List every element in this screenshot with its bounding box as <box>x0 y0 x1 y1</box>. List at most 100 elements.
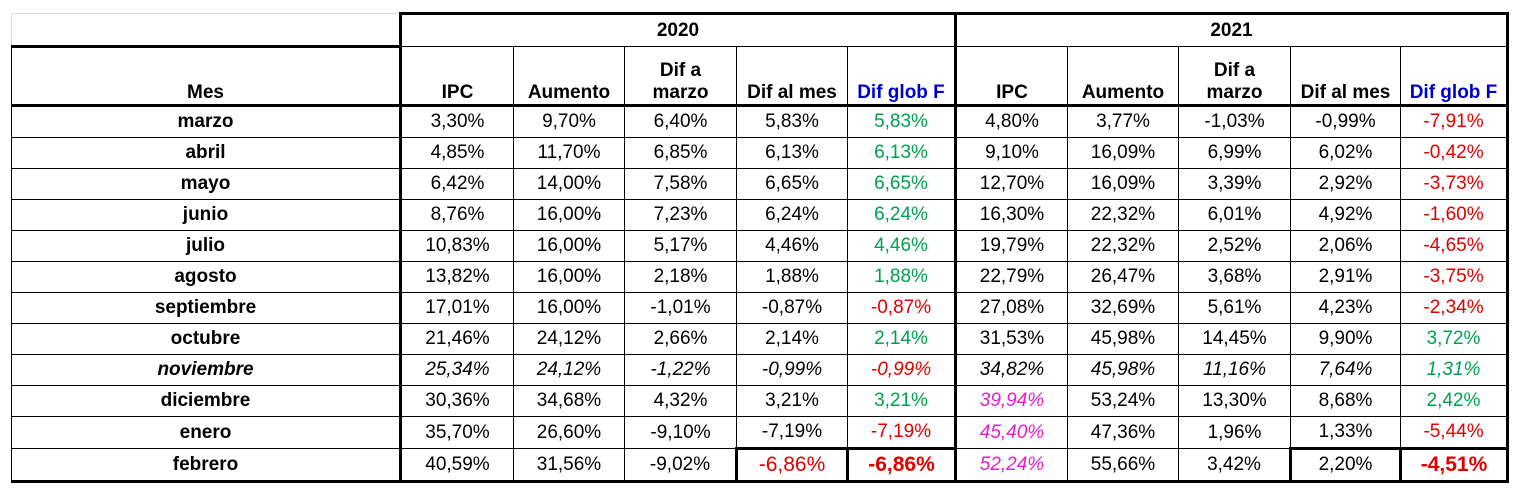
cell-2021-ipc[interactable]: 4,80% <box>954 104 1068 138</box>
cell-2020-aumento[interactable]: 9,70% <box>513 104 625 138</box>
cell-2020-dif-a-marzo[interactable]: 6,40% <box>624 104 737 138</box>
cell-2020-aumento[interactable]: 16,00% <box>513 292 625 324</box>
month-cell[interactable]: julio <box>11 230 401 262</box>
cell-2020-aumento[interactable]: 14,00% <box>513 168 625 200</box>
cell-2021-dif-glob-f[interactable]: -4,51% <box>1399 447 1509 483</box>
month-cell[interactable]: enero <box>11 416 401 449</box>
cell-2020-dif-glob-f[interactable]: 5,83% <box>847 104 956 138</box>
header-2021-dif-al-mes[interactable]: Dif al mes <box>1290 46 1401 106</box>
cell-2020-dif-al-mes[interactable]: 6,65% <box>736 168 848 200</box>
cell-2021-dif-glob-f[interactable]: 3,72% <box>1400 323 1509 355</box>
cell-2020-dif-al-mes[interactable]: 1,88% <box>736 261 848 293</box>
cell-2020-dif-glob-f[interactable]: 2,14% <box>847 323 956 355</box>
cell-2020-aumento[interactable]: 24,12% <box>513 323 625 355</box>
header-2021-dif-glob-f[interactable]: Dif glob F <box>1400 46 1509 106</box>
cell-2020-dif-al-mes[interactable]: 6,24% <box>736 199 848 231</box>
cell-2021-aumento[interactable]: 55,66% <box>1067 448 1179 483</box>
cell-2021-ipc[interactable]: 12,70% <box>954 168 1068 200</box>
cell-2020-ipc[interactable]: 4,85% <box>399 137 514 169</box>
month-cell[interactable]: octubre <box>11 323 401 355</box>
cell-2021-dif-al-mes[interactable]: 4,23% <box>1290 292 1401 324</box>
cell-2021-dif-glob-f[interactable]: -7,91% <box>1400 104 1509 138</box>
cell-2020-aumento[interactable]: 16,00% <box>513 261 625 293</box>
cell-2020-aumento[interactable]: 24,12% <box>513 354 625 386</box>
cell-2020-dif-al-mes[interactable]: 2,14% <box>736 323 848 355</box>
header-2021-ipc[interactable]: IPC <box>954 46 1068 106</box>
cell-2021-dif-a-marzo[interactable]: 13,30% <box>1178 385 1291 417</box>
month-cell[interactable]: agosto <box>11 261 401 293</box>
cell-2021-ipc[interactable]: 52,24% <box>954 448 1068 483</box>
cell-2021-dif-al-mes[interactable]: 2,91% <box>1290 261 1401 293</box>
cell-2020-dif-al-mes[interactable]: -6,86% <box>735 447 848 483</box>
cell-2021-ipc[interactable]: 9,10% <box>954 137 1068 169</box>
cell-2020-dif-a-marzo[interactable]: 7,58% <box>624 168 737 200</box>
cell-2020-dif-glob-f[interactable]: 6,13% <box>847 137 956 169</box>
cell-2021-ipc[interactable]: 22,79% <box>954 261 1068 293</box>
cell-2021-dif-a-marzo[interactable]: 3,42% <box>1178 448 1291 483</box>
cell-2021-dif-glob-f[interactable]: -3,73% <box>1400 168 1509 200</box>
month-cell[interactable]: abril <box>11 137 401 169</box>
cell-2020-dif-glob-f[interactable]: 3,21% <box>847 385 956 417</box>
month-cell[interactable]: septiembre <box>11 292 401 324</box>
cell-2021-ipc[interactable]: 34,82% <box>954 354 1068 386</box>
header-2020-dif-al-mes[interactable]: Dif al mes <box>736 46 848 106</box>
cell-2021-aumento[interactable]: 22,32% <box>1067 230 1179 262</box>
cell-2021-ipc[interactable]: 27,08% <box>954 292 1068 324</box>
cell-2020-dif-a-marzo[interactable]: 7,23% <box>624 199 737 231</box>
cell-2021-dif-a-marzo[interactable]: 6,99% <box>1178 137 1291 169</box>
cell-2020-dif-al-mes[interactable]: -7,19% <box>736 416 848 449</box>
cell-2020-dif-a-marzo[interactable]: 2,66% <box>624 323 737 355</box>
cell-2021-dif-glob-f[interactable]: -1,60% <box>1400 199 1509 231</box>
cell-2020-dif-glob-f[interactable]: -0,87% <box>847 292 956 324</box>
cell-2020-dif-al-mes[interactable]: 3,21% <box>736 385 848 417</box>
cell-2021-dif-al-mes[interactable]: -0,99% <box>1290 104 1401 138</box>
cell-2021-dif-al-mes[interactable]: 8,68% <box>1290 385 1401 417</box>
header-2020-aumento[interactable]: Aumento <box>513 46 625 106</box>
cell-2021-aumento[interactable]: 16,09% <box>1067 137 1179 169</box>
month-cell[interactable]: mayo <box>11 168 401 200</box>
cell-2020-dif-al-mes[interactable]: 6,13% <box>736 137 848 169</box>
cell-2020-ipc[interactable]: 25,34% <box>399 354 514 386</box>
cell-2021-aumento[interactable]: 32,69% <box>1067 292 1179 324</box>
cell-2021-aumento[interactable]: 53,24% <box>1067 385 1179 417</box>
cell-2021-dif-glob-f[interactable]: -0,42% <box>1400 137 1509 169</box>
cell-2020-dif-al-mes[interactable]: -0,87% <box>736 292 848 324</box>
cell-2020-dif-glob-f[interactable]: -0,99% <box>847 354 956 386</box>
header-2021-dif-a-marzo[interactable]: Dif a marzo <box>1178 46 1291 106</box>
cell-2021-dif-a-marzo[interactable]: 2,52% <box>1178 230 1291 262</box>
cell-2021-dif-glob-f[interactable]: 2,42% <box>1400 385 1509 417</box>
cell-2021-dif-glob-f[interactable]: 1,31% <box>1400 354 1509 386</box>
cell-2021-dif-a-marzo[interactable]: 6,01% <box>1178 199 1291 231</box>
cell-2021-dif-a-marzo[interactable]: 5,61% <box>1178 292 1291 324</box>
mes-header[interactable]: Mes <box>11 45 401 106</box>
cell-2020-dif-al-mes[interactable]: -0,99% <box>736 354 848 386</box>
cell-2021-aumento[interactable]: 16,09% <box>1067 168 1179 200</box>
cell-2020-aumento[interactable]: 16,00% <box>513 230 625 262</box>
cell-2021-ipc[interactable]: 39,94% <box>954 385 1068 417</box>
header-2020-dif-a-marzo[interactable]: Dif a marzo <box>624 46 737 106</box>
cell-2020-ipc[interactable]: 13,82% <box>399 261 514 293</box>
cell-2020-dif-a-marzo[interactable]: 4,32% <box>624 385 737 417</box>
cell-2020-ipc[interactable]: 35,70% <box>399 416 514 449</box>
cell-2020-dif-a-marzo[interactable]: -1,22% <box>624 354 737 386</box>
cell-2020-dif-glob-f[interactable]: 6,24% <box>847 199 956 231</box>
cell-2020-aumento[interactable]: 34,68% <box>513 385 625 417</box>
cell-2020-ipc[interactable]: 3,30% <box>399 104 514 138</box>
month-cell[interactable]: febrero <box>11 448 401 483</box>
cell-2020-dif-al-mes[interactable]: 4,46% <box>736 230 848 262</box>
cell-2020-aumento[interactable]: 31,56% <box>513 448 625 483</box>
month-cell[interactable]: marzo <box>11 104 401 138</box>
cell-2020-dif-glob-f[interactable]: 4,46% <box>847 230 956 262</box>
cell-2021-dif-glob-f[interactable]: -4,65% <box>1400 230 1509 262</box>
cell-2021-aumento[interactable]: 26,47% <box>1067 261 1179 293</box>
cell-2021-dif-a-marzo[interactable]: 11,16% <box>1178 354 1291 386</box>
cell-2021-dif-al-mes[interactable]: 2,92% <box>1290 168 1401 200</box>
month-cell[interactable]: junio <box>11 199 401 231</box>
cell-2020-ipc[interactable]: 40,59% <box>399 448 514 483</box>
cell-2020-dif-al-mes[interactable]: 5,83% <box>736 104 848 138</box>
cell-2020-dif-a-marzo[interactable]: 2,18% <box>624 261 737 293</box>
cell-2021-dif-a-marzo[interactable]: -1,03% <box>1178 104 1291 138</box>
cell-2020-dif-a-marzo[interactable]: 6,85% <box>624 137 737 169</box>
cell-2021-aumento[interactable]: 45,98% <box>1067 323 1179 355</box>
cell-2020-dif-glob-f[interactable]: 6,65% <box>847 168 956 200</box>
